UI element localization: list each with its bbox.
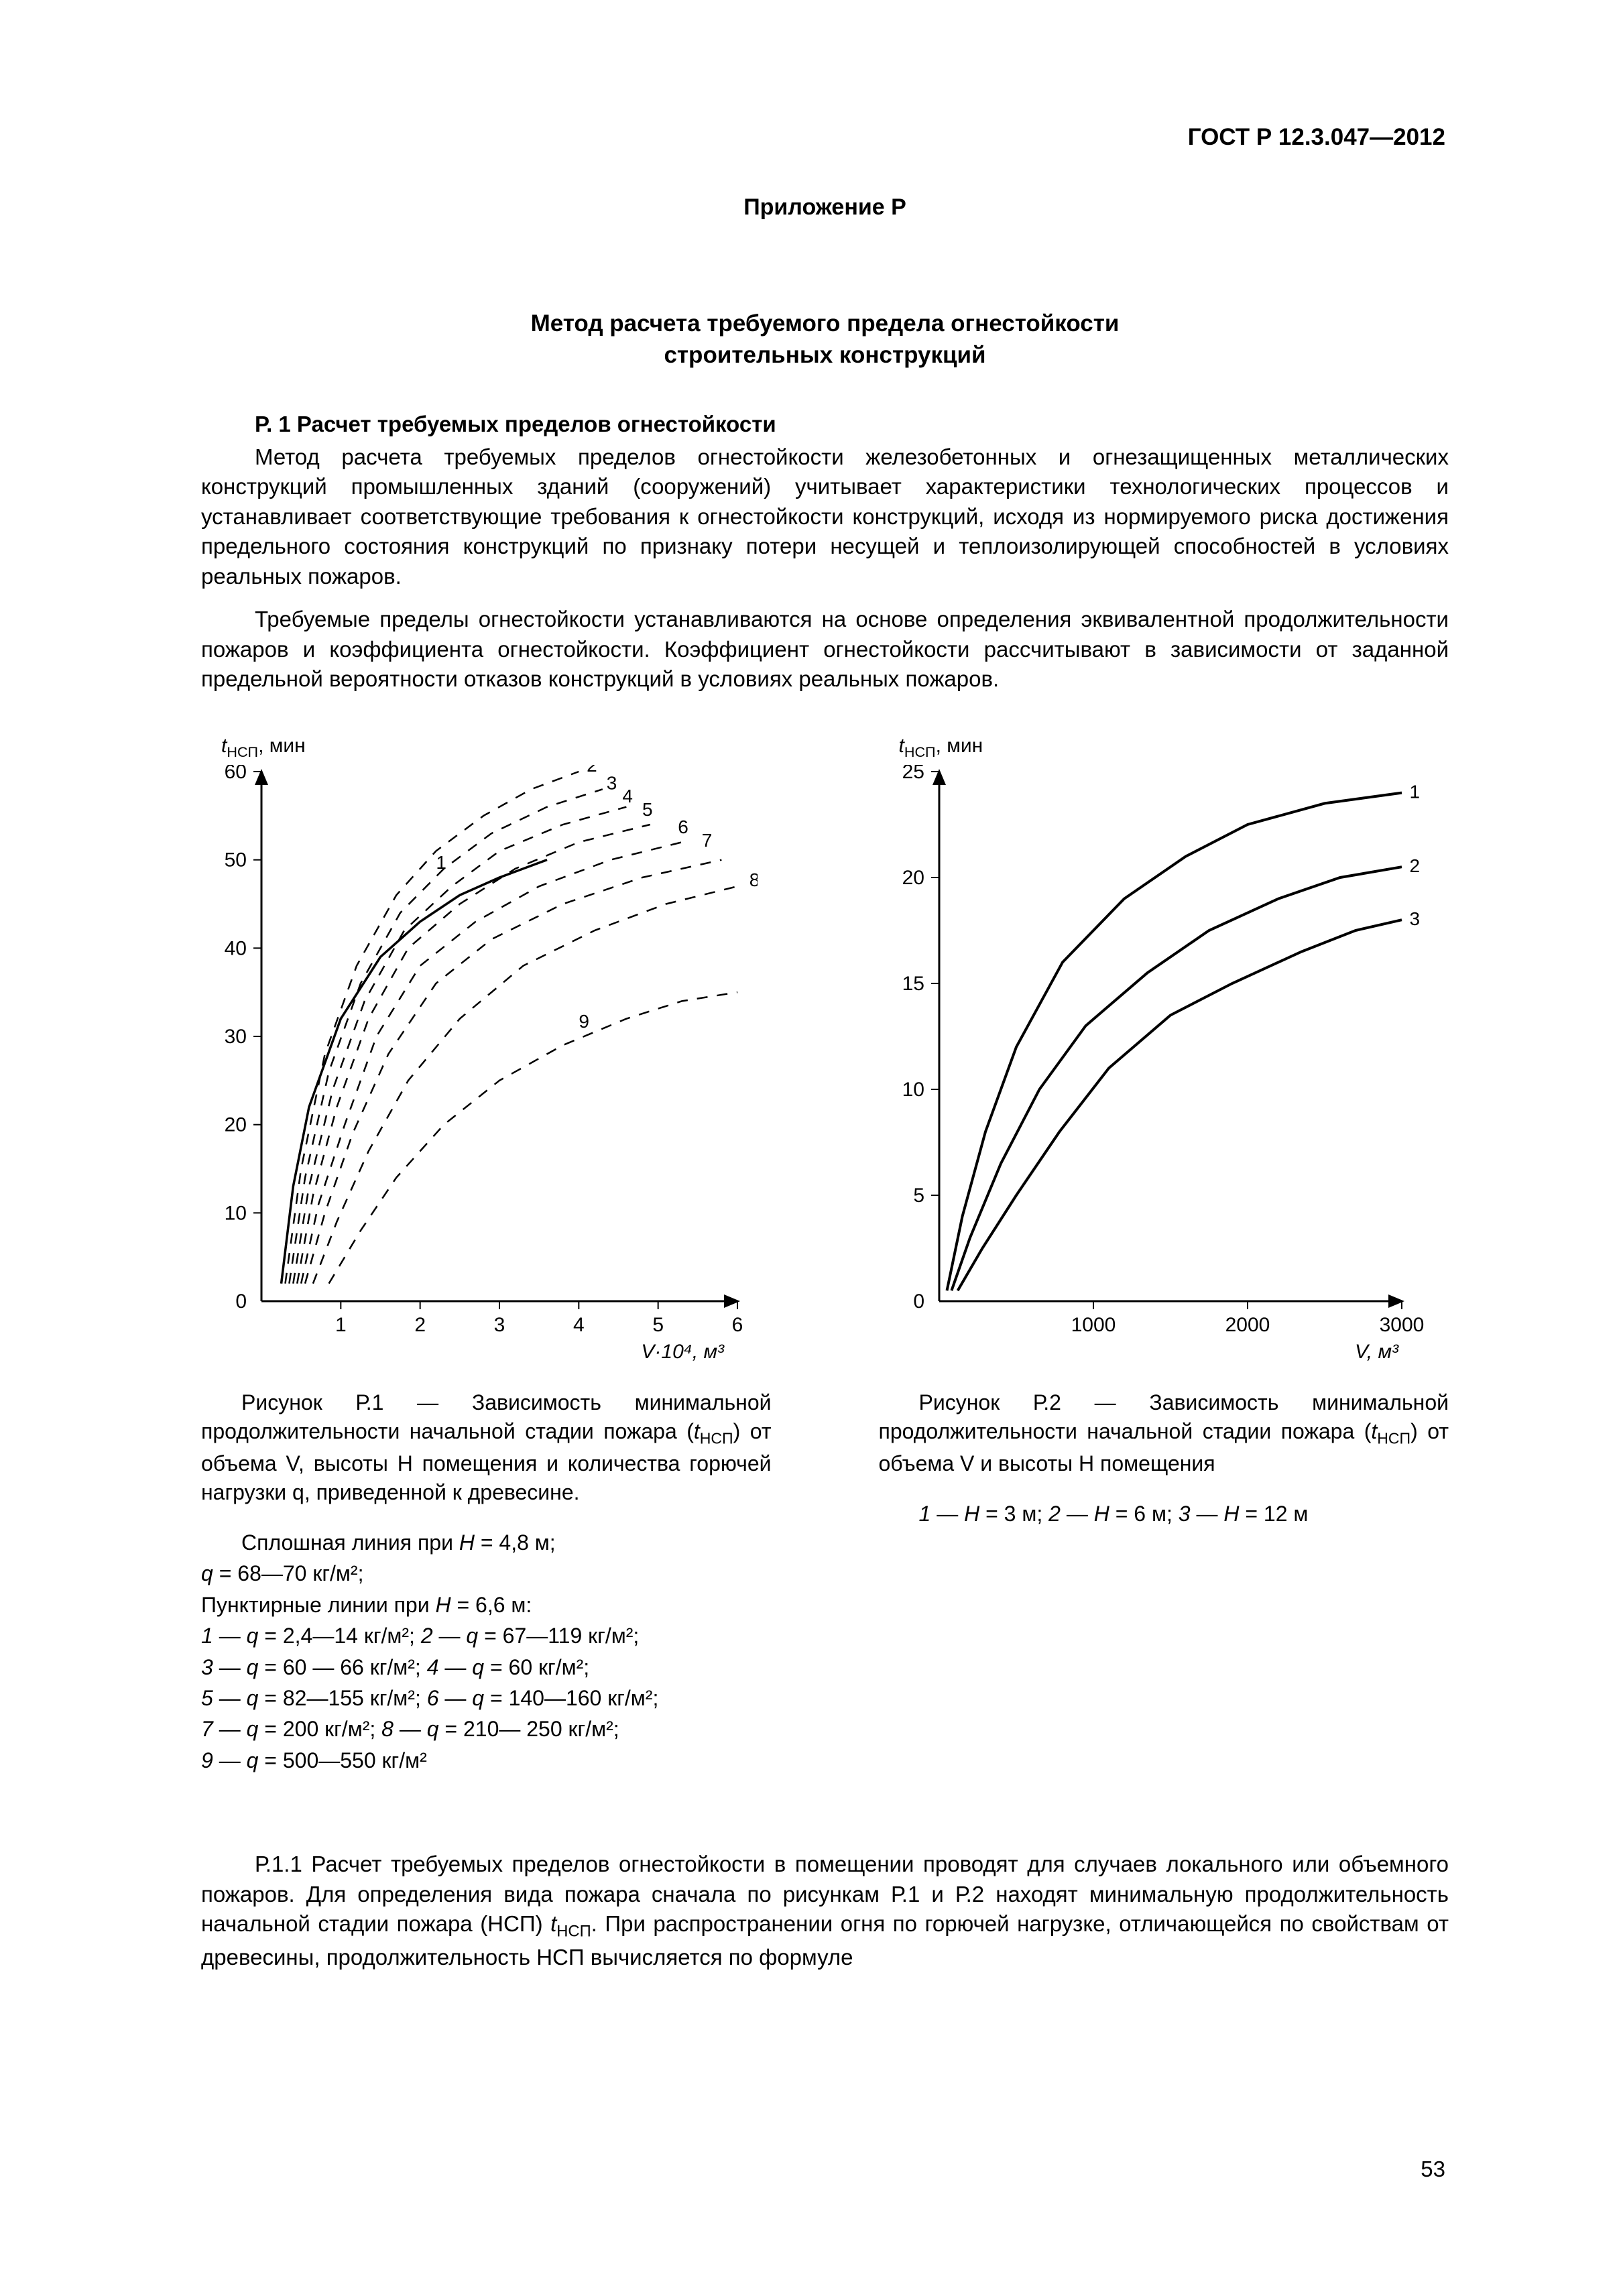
fig2-ytick: 10 [902, 1079, 924, 1101]
figure-2-column: tНСП, мин 0510152025100020003000V, м³123… [879, 735, 1449, 1776]
title-line1: Метод расчета требуемого предела огнесто… [531, 310, 1120, 337]
fig1-ytick: 20 [225, 1114, 247, 1136]
fig1-curve-1 [282, 860, 547, 1284]
fig1-legend-line: 1 — q = 2,4—14 кг/м²; 2 — q = 67—119 кг/… [201, 1620, 772, 1651]
fig1-xtick: 6 [732, 1314, 743, 1336]
fig2-y-axis-label: tНСП, мин [899, 735, 1449, 761]
fig1-curve-label: 5 [642, 799, 653, 820]
fig1-ytick: 60 [225, 765, 247, 783]
fig1-cap-sub: НСП [700, 1429, 733, 1447]
fig1-legend-line: 5 — q = 82—155 кг/м²; 6 — q = 140—160 кг… [201, 1683, 772, 1713]
fig2-x-axis-label: V, м³ [1354, 1341, 1398, 1363]
fig1-caption: Рисунок Р.1 — Зависимость минимальной пр… [201, 1388, 772, 1507]
fig1-ytick: 10 [225, 1202, 247, 1224]
paragraph-1-text: Метод расчета требуемых пределов огнесто… [201, 444, 1449, 589]
fig1-curve-7 [305, 860, 721, 1284]
fig1-curve-label: 9 [579, 1011, 589, 1032]
fig2-curve-1 [947, 792, 1402, 1290]
fig1-xtick: 1 [335, 1314, 347, 1336]
fig1-curve-4 [293, 807, 626, 1284]
fig1-curve-label: 3 [607, 772, 617, 793]
fig1-xtick: 2 [414, 1314, 426, 1336]
fig1-ytick: 40 [225, 937, 247, 959]
fig1-ytick: 50 [225, 849, 247, 871]
fig1-xtick: 4 [573, 1314, 585, 1336]
fig2-cap-pre: Рисунок Р.2 — Зависимость минимальной пр… [879, 1390, 1449, 1443]
fig2-y-sym: t [899, 735, 904, 757]
fig2-ytick: 25 [902, 765, 924, 783]
fig2-curve-label: 3 [1409, 908, 1420, 929]
fig1-y-axis-label: tНСП, мин [221, 735, 772, 761]
fig2-y-sub: НСП [904, 743, 936, 760]
fig1-legend-line: q = 68—70 кг/м²; [201, 1558, 772, 1589]
fig1-xtick: 5 [652, 1314, 664, 1336]
section-head: Р. 1 Расчет требуемых пределов огнестойк… [255, 412, 1449, 437]
figure-1-column: tНСП, мин 0102030405060123456V·10⁴, м³12… [201, 735, 772, 1776]
doc-code: ГОСТ Р 12.3.047—2012 [1188, 124, 1445, 151]
fig1-legend-line: Пунктирные линии при H = 6,6 м: [201, 1589, 772, 1620]
fig2-caption: Рисунок Р.2 — Зависимость минимальной пр… [879, 1388, 1449, 1478]
fig1-y-sub: НСП [227, 743, 258, 760]
fig1-curve-9 [329, 992, 737, 1284]
fig1-ytick: 30 [225, 1026, 247, 1048]
fig2-xtick: 2000 [1225, 1314, 1270, 1336]
paragraph-1: Метод расчета требуемых пределов огнесто… [201, 442, 1449, 592]
fig1-legend-line: 3 — q = 60 — 66 кг/м²; 4 — q = 60 кг/м²; [201, 1652, 772, 1683]
fig1-curve-6 [301, 842, 682, 1283]
title-line2: строительных конструкций [664, 342, 985, 368]
fig2-ytick: 15 [902, 973, 924, 995]
fig1-ytick: 0 [235, 1290, 247, 1313]
fig2-curve-3 [957, 920, 1401, 1290]
fig1-cap-pre: Рисунок Р.1 — Зависимость минимальной пр… [201, 1390, 772, 1443]
annex-label: Приложение Р [201, 194, 1449, 221]
p11-sub: НСП [556, 1923, 591, 1941]
fig2-curve-2 [951, 867, 1402, 1290]
fig2-curve-label: 1 [1409, 781, 1420, 802]
doc-title: Метод расчета требуемого предела огнесто… [201, 308, 1449, 371]
fig2-xtick: 3000 [1379, 1314, 1424, 1336]
fig1-legend-line: 7 — q = 200 кг/м²; 8 — q = 210— 250 кг/м… [201, 1713, 772, 1744]
fig2-cap-sub: НСП [1377, 1429, 1410, 1447]
fig2-legend: 1 — H = 3 м; 2 — H = 6 м; 3 — H = 12 м [879, 1498, 1449, 1529]
page-number: 53 [1421, 2157, 1445, 2182]
fig1-curve-2 [286, 772, 579, 1284]
fig1-curve-label: 8 [749, 869, 758, 890]
fig1-curve-label: 7 [702, 830, 713, 851]
fig2-ytick: 5 [913, 1185, 924, 1207]
paragraph-p11: Р.1.1 Расчет требуемых пределов огнестой… [201, 1850, 1449, 1972]
fig2-y-unit: , мин [936, 735, 983, 757]
fig1-legend-line: Сплошная линия при H = 4,8 м; [201, 1527, 772, 1558]
fig2-ytick: 20 [902, 867, 924, 889]
fig2-curve-label: 2 [1409, 855, 1420, 876]
fig1-curve-label: 6 [678, 817, 688, 837]
fig1-chart: 0102030405060123456V·10⁴, м³123456789 [201, 765, 758, 1368]
page: ГОСТ Р 12.3.047—2012 Приложение Р Метод … [0, 0, 1623, 2296]
fig1-curve-label: 1 [436, 852, 446, 873]
fig1-x-axis-label: V·10⁴, м³ [641, 1341, 725, 1363]
fig1-curve-label: 4 [622, 786, 633, 806]
fig2-chart: 0 5 10 15 20 25 1000 2000 3000 V, м³ 1 2 3 [879, 765, 1435, 1368]
fig1-y-unit: , мин [258, 735, 306, 757]
fig2-legend-line: 1 — H = 3 м; 2 — H = 6 м; 3 — H = 12 м [919, 1502, 1309, 1526]
paragraph-2: Требуемые пределы огнестойкости устанавл… [201, 605, 1449, 694]
fig2-xtick: 1000 [1071, 1314, 1116, 1336]
fig1-xtick: 3 [494, 1314, 505, 1336]
figures-row: tНСП, мин 0102030405060123456V·10⁴, м³12… [201, 735, 1449, 1776]
fig1-curve-8 [313, 886, 737, 1284]
paragraph-2-text: Требуемые пределы огнестойкости устанавл… [201, 607, 1449, 691]
fig1-legend-line: 9 — q = 500—550 кг/м² [201, 1745, 772, 1776]
fig1-curve-label: 2 [587, 765, 597, 776]
fig2-ytick: 0 [913, 1290, 924, 1313]
fig1-curve-5 [297, 825, 650, 1284]
fig1-legend: Сплошная линия при H = 4,8 м;q = 68—70 к… [201, 1527, 772, 1776]
